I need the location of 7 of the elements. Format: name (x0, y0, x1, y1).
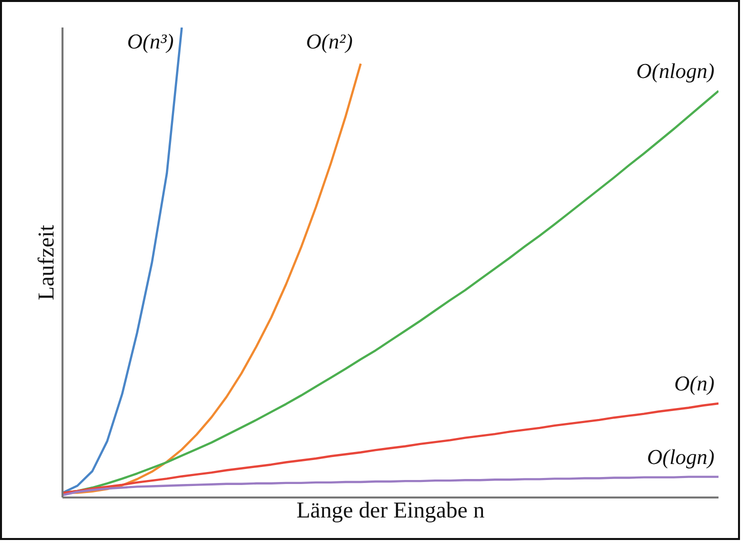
series-label: O(n²) (306, 30, 353, 54)
series-label: O(n³) (127, 30, 174, 54)
series-label: O(nlogn) (636, 58, 715, 83)
series-label: O(n) (674, 372, 715, 396)
series-label: O(logn) (646, 444, 715, 469)
x-axis-title: Länge der Eingabe n (296, 498, 485, 522)
y-axis-title: Laufzeit (34, 224, 58, 300)
